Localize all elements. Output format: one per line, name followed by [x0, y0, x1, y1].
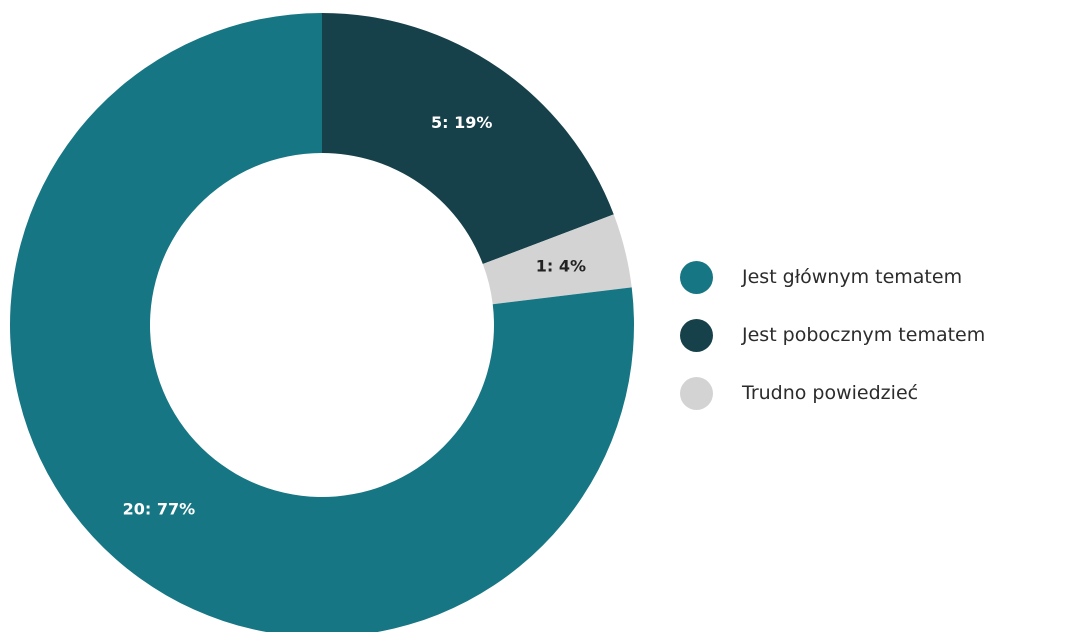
- slice-hard-to-say: [482, 214, 632, 305]
- slice-label-hard-to-say: 1: 4%: [536, 257, 586, 276]
- legend-label: Trudno powiedzieć: [742, 382, 919, 404]
- slice-label-main-topic: 20: 77%: [123, 500, 196, 519]
- legend-label: Jest pobocznym tematem: [742, 324, 986, 346]
- slice-main-topic: [10, 13, 634, 632]
- legend-item-side-topic: Jest pobocznym tematem: [680, 306, 985, 364]
- slice-label-side-topic: 5: 19%: [431, 113, 492, 132]
- slice-side-topic: [322, 13, 614, 265]
- legend-dot-icon: [680, 260, 713, 294]
- legend: Jest głównym tematem Jest pobocznym tema…: [680, 248, 985, 422]
- legend-item-main-topic: Jest głównym tematem: [680, 248, 985, 306]
- labels-group: 5: 19% 1: 4% 20: 77%: [123, 113, 586, 519]
- legend-dot-icon: [680, 318, 713, 352]
- slices-group: [10, 13, 634, 632]
- legend-label: Jest głównym tematem: [742, 266, 963, 288]
- legend-item-hard-to-say: Trudno powiedzieć: [680, 364, 985, 422]
- legend-dot-icon: [680, 376, 713, 410]
